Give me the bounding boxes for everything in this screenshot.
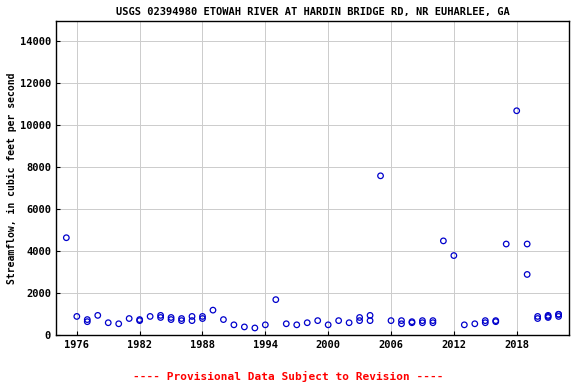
Point bbox=[324, 322, 333, 328]
Point bbox=[522, 241, 532, 247]
Point bbox=[166, 314, 176, 321]
Point bbox=[418, 319, 427, 326]
Point bbox=[114, 321, 123, 327]
Point bbox=[439, 238, 448, 244]
Point bbox=[302, 319, 312, 326]
Point bbox=[554, 311, 563, 318]
Point bbox=[407, 319, 416, 325]
Point bbox=[229, 322, 238, 328]
Point bbox=[365, 312, 374, 318]
Point bbox=[240, 324, 249, 330]
Point bbox=[480, 318, 490, 324]
Point bbox=[386, 318, 396, 324]
Point bbox=[198, 315, 207, 321]
Text: ---- Provisional Data Subject to Revision ----: ---- Provisional Data Subject to Revisio… bbox=[132, 371, 444, 382]
Point bbox=[365, 318, 374, 324]
Point bbox=[104, 319, 113, 326]
Point bbox=[62, 235, 71, 241]
Point bbox=[198, 313, 207, 319]
Point bbox=[334, 318, 343, 324]
Point bbox=[418, 318, 427, 324]
Point bbox=[376, 173, 385, 179]
Point bbox=[156, 312, 165, 318]
Point bbox=[407, 319, 416, 326]
Point bbox=[135, 316, 144, 323]
Point bbox=[313, 318, 323, 324]
Title: USGS 02394980 ETOWAH RIVER AT HARDIN BRIDGE RD, NR EUHARLEE, GA: USGS 02394980 ETOWAH RIVER AT HARDIN BRI… bbox=[116, 7, 509, 17]
Point bbox=[250, 325, 259, 331]
Point bbox=[533, 315, 542, 321]
Point bbox=[544, 312, 553, 318]
Point bbox=[522, 271, 532, 278]
Point bbox=[72, 313, 81, 319]
Point bbox=[83, 316, 92, 323]
Point bbox=[219, 316, 228, 323]
Point bbox=[166, 316, 176, 323]
Point bbox=[460, 322, 469, 328]
Point bbox=[502, 241, 511, 247]
Point bbox=[177, 315, 186, 321]
Point bbox=[355, 314, 364, 321]
Point bbox=[554, 311, 563, 318]
Point bbox=[187, 313, 196, 319]
Point bbox=[429, 319, 438, 326]
Point bbox=[491, 319, 501, 325]
Point bbox=[261, 322, 270, 328]
Point bbox=[544, 314, 553, 321]
Point bbox=[429, 318, 438, 324]
Point bbox=[533, 313, 542, 319]
Point bbox=[480, 319, 490, 326]
Point bbox=[544, 313, 553, 319]
Point bbox=[156, 314, 165, 321]
Point bbox=[124, 315, 134, 321]
Point bbox=[292, 322, 301, 328]
Point bbox=[355, 318, 364, 324]
Point bbox=[397, 318, 406, 324]
Point bbox=[282, 321, 291, 327]
Point bbox=[271, 296, 281, 303]
Point bbox=[512, 108, 521, 114]
Point bbox=[135, 318, 144, 324]
Point bbox=[449, 253, 458, 259]
Point bbox=[397, 321, 406, 327]
Point bbox=[209, 307, 218, 313]
Point bbox=[554, 313, 563, 319]
Point bbox=[177, 318, 186, 324]
Y-axis label: Streamflow, in cubic feet per second: Streamflow, in cubic feet per second bbox=[7, 72, 17, 284]
Point bbox=[146, 313, 155, 319]
Point bbox=[93, 312, 103, 318]
Point bbox=[344, 319, 354, 326]
Point bbox=[83, 319, 92, 325]
Point bbox=[187, 318, 196, 324]
Point bbox=[491, 318, 501, 324]
Point bbox=[470, 321, 479, 327]
